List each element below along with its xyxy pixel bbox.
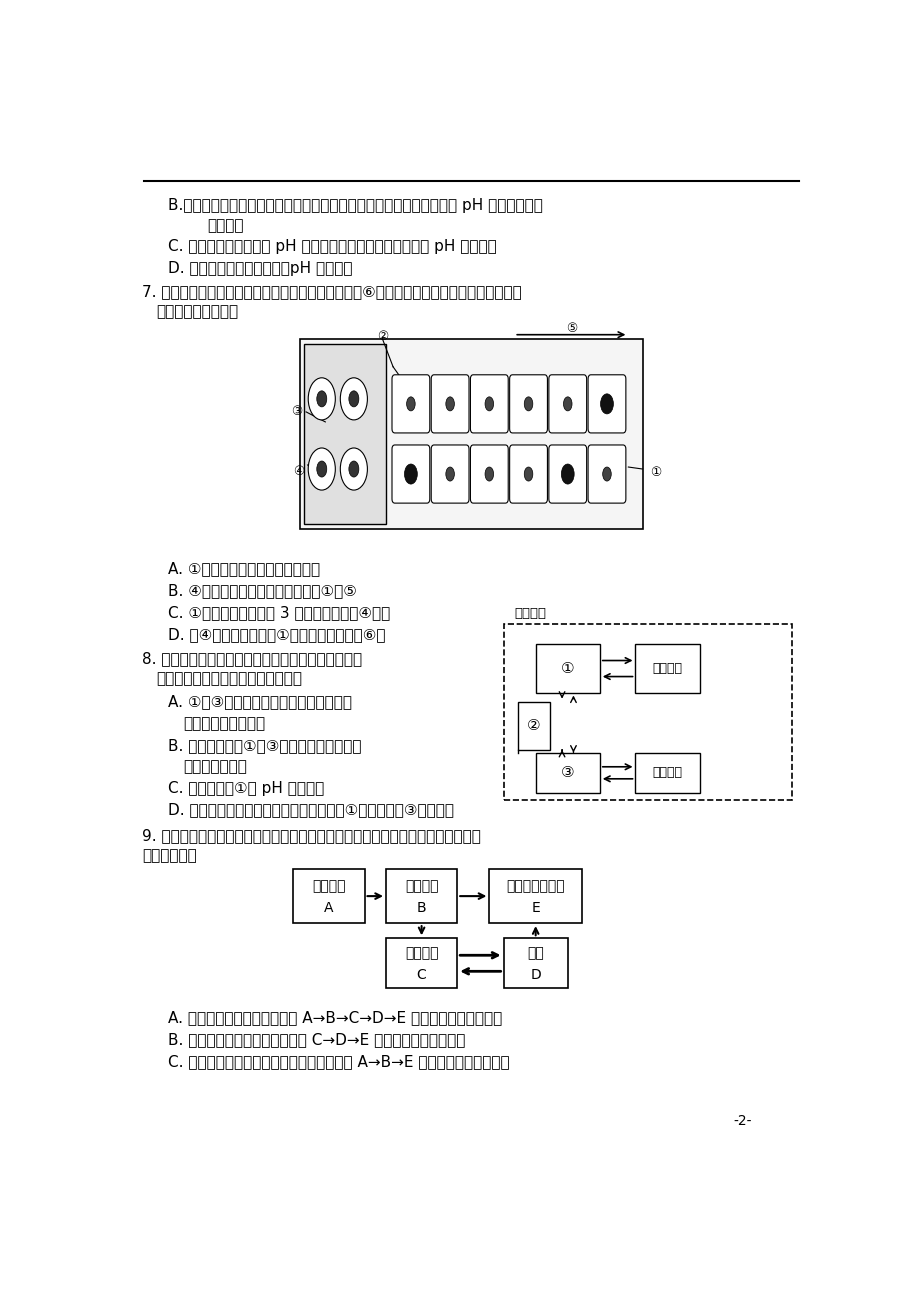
FancyBboxPatch shape xyxy=(509,445,547,503)
Ellipse shape xyxy=(562,397,572,411)
Text: 外界环境: 外界环境 xyxy=(652,661,682,674)
Ellipse shape xyxy=(348,391,358,408)
Ellipse shape xyxy=(406,397,414,411)
Ellipse shape xyxy=(316,391,326,408)
Text: C. 剑烈运动时①中 pH 剑烈下降: C. 剑烈运动时①中 pH 剑烈下降 xyxy=(168,781,324,796)
Ellipse shape xyxy=(602,397,610,411)
Ellipse shape xyxy=(316,461,326,477)
Text: B. ④生活的内环境中的水可来自于①和⑤: B. ④生活的内环境中的水可来自于①和⑤ xyxy=(168,583,357,599)
FancyBboxPatch shape xyxy=(503,939,567,988)
FancyBboxPatch shape xyxy=(470,445,507,503)
FancyBboxPatch shape xyxy=(549,375,586,434)
Text: C. 当人的手被针扎时，其调节过程可能通过 A→B→E 来实现，属于神经调节: C. 当人的手被针扎时，其调节过程可能通过 A→B→E 来实现，属于神经调节 xyxy=(168,1055,509,1069)
Text: 的准确性: 的准确性 xyxy=(208,219,244,233)
FancyBboxPatch shape xyxy=(509,375,547,434)
FancyBboxPatch shape xyxy=(489,868,582,923)
Text: 细胞外液: 细胞外液 xyxy=(514,608,546,621)
Text: 8. 右图表示人体内的细胞与外界环境之间进行物质交: 8. 右图表示人体内的细胞与外界环境之间进行物质交 xyxy=(142,651,362,667)
Text: D. 若④为肺泡细胞，则①处的氧气浓度低于⑥处: D. 若④为肺泡细胞，则①处的氧气浓度低于⑥处 xyxy=(168,628,386,642)
Text: B. 正常情况下，①～③的稳态维持只与神经: B. 正常情况下，①～③的稳态维持只与神经 xyxy=(168,738,361,753)
Text: 效应器或靶器官: 效应器或靶器官 xyxy=(505,879,564,893)
Ellipse shape xyxy=(446,397,454,411)
Ellipse shape xyxy=(446,467,454,480)
Text: 9. 下图人体的生命活动调节示意图，下列叙述中，不能准确地描述其调节过程的是: 9. 下图人体的生命活动调节示意图，下列叙述中，不能准确地描述其调节过程的是 xyxy=(142,828,481,842)
FancyBboxPatch shape xyxy=(517,702,550,750)
Ellipse shape xyxy=(404,464,417,484)
Text: A: A xyxy=(323,901,334,915)
FancyBboxPatch shape xyxy=(391,375,429,434)
FancyBboxPatch shape xyxy=(391,445,429,503)
FancyBboxPatch shape xyxy=(535,644,599,693)
Text: ①: ① xyxy=(649,466,661,479)
Text: ④: ④ xyxy=(293,465,304,478)
FancyBboxPatch shape xyxy=(386,868,457,923)
Text: 神经系统: 神经系统 xyxy=(404,879,437,893)
Text: D: D xyxy=(529,969,540,982)
Text: 说法正确的是（　）: 说法正确的是（ ） xyxy=(156,305,238,319)
Ellipse shape xyxy=(562,467,572,480)
FancyBboxPatch shape xyxy=(587,375,625,434)
Text: ⑤: ⑤ xyxy=(565,322,576,335)
Text: D. 当人体蛋白质长期供应不足时，渗透压①处的下降、③处的上升: D. 当人体蛋白质长期供应不足时，渗透压①处的下降、③处的上升 xyxy=(168,802,454,816)
FancyBboxPatch shape xyxy=(635,753,698,793)
Ellipse shape xyxy=(308,378,335,421)
Text: 7. 下图是细胞直接与内环境进行物质交换的示意图，⑥处的箭头表示血液流动的方向。下列: 7. 下图是细胞直接与内环境进行物质交换的示意图，⑥处的箭头表示血液流动的方向。… xyxy=(142,285,521,299)
Text: B: B xyxy=(416,901,425,915)
Text: D. 可见血浆中有缓冲物质，pH 稳定不变: D. 可见血浆中有缓冲物质，pH 稳定不变 xyxy=(168,260,353,276)
Ellipse shape xyxy=(600,393,613,414)
Text: C. ①中的葡萄糖需穿过 3 层生物膜才能被④利用: C. ①中的葡萄糖需穿过 3 层生物膜才能被④利用 xyxy=(168,605,391,620)
Text: ②: ② xyxy=(527,719,540,733)
FancyBboxPatch shape xyxy=(535,753,599,793)
Ellipse shape xyxy=(340,378,367,421)
FancyBboxPatch shape xyxy=(431,375,469,434)
FancyBboxPatch shape xyxy=(470,375,507,434)
FancyBboxPatch shape xyxy=(386,939,457,988)
Text: E: E xyxy=(530,901,539,915)
Text: B.「摇匀」使酸性或碱性物质与试管中的血浆或蒸馏水充分混合，确保 pH 试纸检测结果: B.「摇匀」使酸性或碱性物质与试管中的血浆或蒸馏水充分混合，确保 pH 试纸检测… xyxy=(168,198,543,214)
FancyBboxPatch shape xyxy=(503,625,791,799)
Text: ③: ③ xyxy=(561,766,574,780)
FancyBboxPatch shape xyxy=(635,644,698,693)
FancyBboxPatch shape xyxy=(549,445,586,503)
Text: A. 水盐平衡调节的过程可通过 A→B→C→D→E 来实现，属于神经调节: A. 水盐平衡调节的过程可通过 A→B→C→D→E 来实现，属于神经调节 xyxy=(168,1010,502,1026)
Text: 共同构成人体内环境: 共同构成人体内环境 xyxy=(183,716,266,730)
Ellipse shape xyxy=(348,461,358,477)
Text: ②: ② xyxy=(377,331,388,344)
Ellipse shape xyxy=(308,448,335,490)
Text: C. 结果是甲试管中血浆 pH 变化不明显，乙试管中蒸馏水的 pH 变化明显: C. 结果是甲试管中血浆 pH 变化不明显，乙试管中蒸馏水的 pH 变化明显 xyxy=(168,240,496,254)
FancyBboxPatch shape xyxy=(293,868,364,923)
Ellipse shape xyxy=(602,467,610,480)
Text: B. 血糖平衡调节的过程可以通过 C→D→E 来实现，属于体液调节: B. 血糖平衡调节的过程可以通过 C→D→E 来实现，属于体液调节 xyxy=(168,1032,465,1048)
Text: 细胞内液: 细胞内液 xyxy=(652,767,682,780)
Text: 内分泌腔: 内分泌腔 xyxy=(404,947,437,961)
Ellipse shape xyxy=(340,448,367,490)
Ellipse shape xyxy=(406,467,414,480)
Text: 激素: 激素 xyxy=(527,947,543,961)
Text: （　　　　）: （ ） xyxy=(142,848,197,863)
Ellipse shape xyxy=(524,467,532,480)
FancyBboxPatch shape xyxy=(587,445,625,503)
Text: ③: ③ xyxy=(291,405,302,418)
Ellipse shape xyxy=(524,397,532,411)
Ellipse shape xyxy=(484,467,494,480)
Text: ①: ① xyxy=(561,661,574,676)
FancyBboxPatch shape xyxy=(431,445,469,503)
Ellipse shape xyxy=(561,464,573,484)
Ellipse shape xyxy=(484,397,494,411)
Text: A. ①～③分别代表血液、淡巴和组织液，: A. ①～③分别代表血液、淡巴和组织液， xyxy=(168,694,352,710)
Text: C: C xyxy=(416,969,426,982)
Text: -2-: -2- xyxy=(732,1113,751,1128)
Text: 内外刷激: 内外刷激 xyxy=(312,879,346,893)
FancyBboxPatch shape xyxy=(303,344,386,525)
Text: 一体液调节有关: 一体液调节有关 xyxy=(183,759,247,773)
FancyBboxPatch shape xyxy=(300,339,641,529)
Text: 换的过程。下列叙述正确的是（　）: 换的过程。下列叙述正确的是（ ） xyxy=(156,672,302,686)
Text: A. ①是人体内新陈代谢的主要场所: A. ①是人体内新陈代谢的主要场所 xyxy=(168,561,320,577)
